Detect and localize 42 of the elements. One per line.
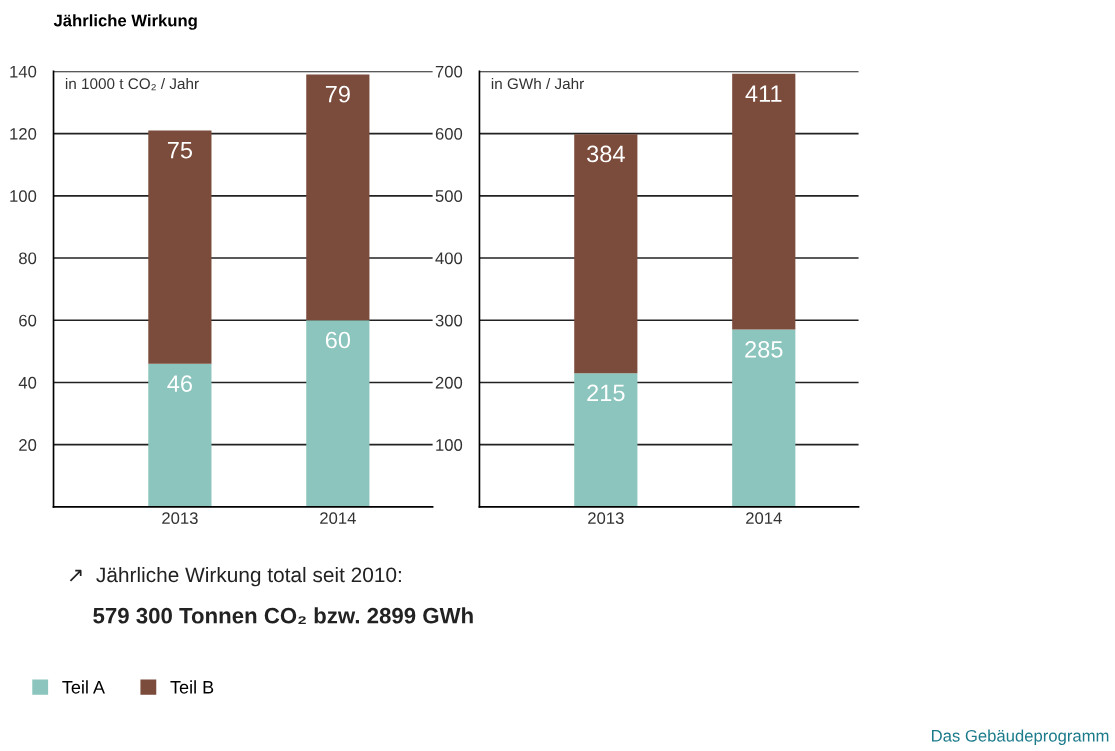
legend-label: Teil B: [170, 680, 214, 694]
x-tick-label: 2013: [588, 512, 624, 525]
y-tick-label: 300: [435, 314, 463, 327]
y-tick-label: 20: [19, 439, 37, 451]
data-label: 79: [325, 85, 350, 103]
bar: [148, 130, 212, 364]
y-tick-label: 400: [435, 252, 463, 265]
y-tick-label: 80: [19, 252, 37, 265]
chart-title: Jährliche Wirkung: [53, 14, 197, 30]
bar: [574, 134, 638, 374]
data-label: 215: [587, 384, 625, 402]
y-tick-label: 500: [435, 190, 463, 202]
data-label: 411: [745, 85, 782, 102]
text: Das Gebäudeprogramm: [932, 729, 1109, 745]
y-tick-label: 200: [435, 376, 463, 389]
bar: [732, 73, 796, 330]
x-tick-label: 2013: [162, 512, 198, 525]
x-tick-label: 2014: [320, 512, 356, 525]
data-label: 285: [745, 340, 783, 358]
y-tick-label: 40: [18, 376, 37, 389]
y-axis-title: in 1000 t CO₂ / Jahr: [65, 77, 199, 91]
y-tick-label: 600: [435, 127, 463, 140]
y-tick-label: 700: [435, 65, 463, 78]
legend-label: Teil A: [62, 680, 105, 694]
data-label: 75: [167, 142, 193, 159]
bar: [306, 320, 370, 507]
bar: [306, 74, 370, 321]
y-tick-label: 100: [436, 439, 463, 451]
text: 579 300 Tonnen CO₂ bzw. 2899 GWh: [93, 607, 473, 625]
data-label: 46: [167, 375, 192, 392]
text: ↗ Jährliche Wirkung total seit 2010:: [69, 566, 401, 587]
bar: [732, 329, 796, 507]
data-label: 60: [325, 331, 351, 349]
data-label: 384: [587, 145, 625, 163]
x-tick-label: 2014: [746, 512, 782, 525]
bar: [574, 373, 638, 507]
y-tick-label: 120: [10, 127, 37, 140]
bar: [148, 363, 212, 507]
y-tick-label: 140: [10, 65, 37, 78]
y-tick-label: 60: [19, 314, 37, 327]
y-axis-title: in GWh / Jahr: [491, 77, 584, 90]
y-tick-label: 100: [10, 190, 37, 202]
